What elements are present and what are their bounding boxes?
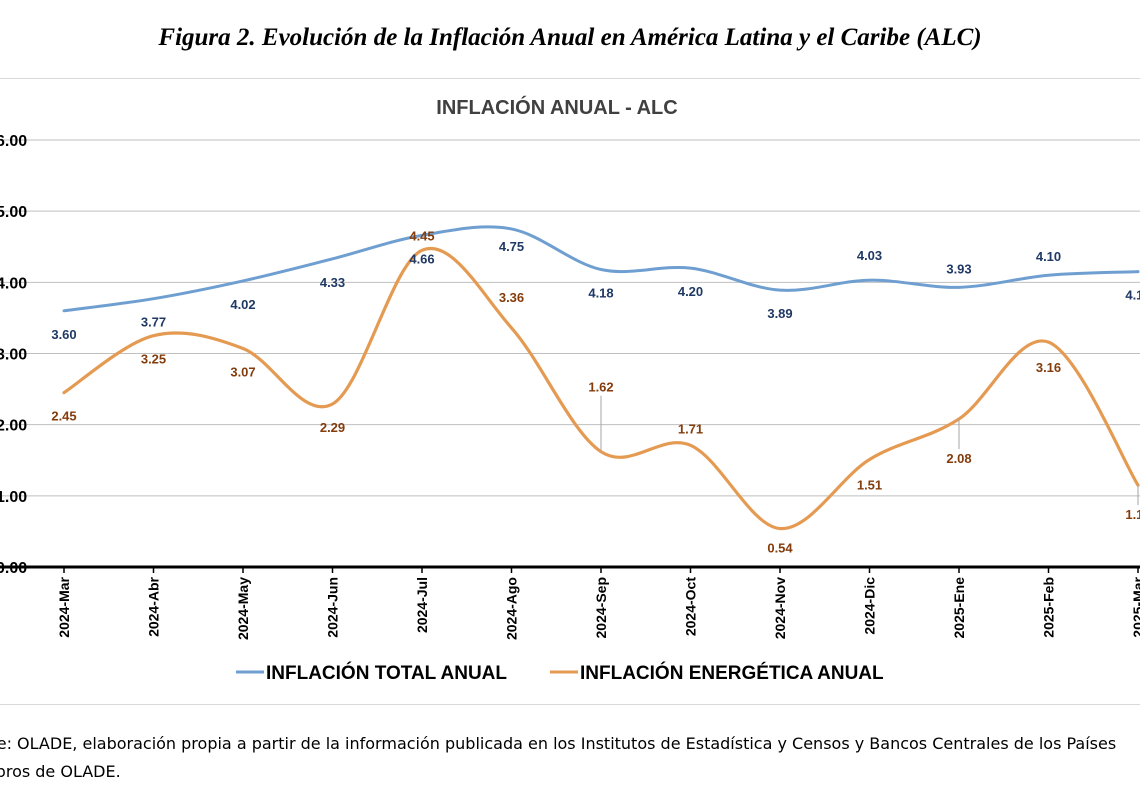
data-label-total: 4.03 (857, 248, 882, 263)
data-label-energy: 2.45 (51, 409, 76, 424)
x-tick-label: 2024-Sep (593, 577, 609, 638)
data-label-energy: 1.15 (1125, 507, 1140, 522)
x-tick-label: 2025-Ene (951, 577, 967, 639)
data-label-energy: 3.07 (230, 365, 255, 380)
data-label-total: 4.33 (320, 275, 345, 290)
data-label-energy: 1.71 (678, 421, 703, 436)
x-tick-label: 2024-Nov (772, 577, 788, 639)
data-label-energy: 1.62 (588, 380, 613, 395)
data-label-total: 3.89 (767, 306, 792, 321)
data-label-energy: 4.45 (409, 228, 434, 243)
data-label-total: 4.10 (1036, 249, 1061, 264)
gridlines (0, 139, 1140, 497)
series-line-total (62, 225, 1140, 313)
x-tick-label: 2024-Jul (414, 577, 430, 633)
data-label-energy: 3.16 (1036, 360, 1061, 375)
x-tick-label: 2024-Ago (504, 577, 520, 640)
x-tick-label: 2024-Abr (146, 576, 162, 636)
data-label-energy: 3.25 (141, 352, 166, 367)
data-label-total: 3.77 (141, 315, 166, 330)
x-tick-label: 2024-Jun (325, 577, 341, 638)
data-label-total: 4.15 (1125, 288, 1140, 303)
legend: INFLACIÓN TOTAL ANUAL INFLACIÓN ENERGÉTIC… (236, 662, 884, 684)
data-label-total: 4.75 (499, 239, 524, 254)
data-label-total: 4.02 (230, 297, 255, 312)
x-tick-label: 2024-Mar (56, 576, 72, 637)
x-tick-label: 2025-Mar (1130, 576, 1140, 637)
data-label-total: 3.93 (946, 261, 971, 276)
data-label-total: 3.60 (51, 327, 76, 342)
data-label-total: 4.20 (678, 284, 703, 299)
x-tick-label: 2024-May (235, 577, 251, 640)
y-tick-label: 4.00 (0, 275, 27, 292)
data-label-energy: 2.08 (946, 451, 971, 466)
x-axis: 2024-Mar 2024-Abr 2024-May 2024-Jun 2024-Jul… (0, 565, 1140, 640)
y-tick-label: 3.00 (0, 347, 27, 364)
data-label-energy: 0.54 (767, 541, 793, 556)
source-line-1: Fuente: OLADE, elaboración propia a part… (0, 734, 1117, 753)
y-tick-label: 2.00 (0, 418, 27, 435)
chart-frame: INFLACIÓN ANUAL - ALC 0.001.002.003.004.… (0, 78, 1140, 705)
data-label-energy: 1.51 (857, 478, 882, 493)
y-tick-label: 5.00 (0, 204, 27, 221)
x-tick-label: 2025-Feb (1041, 577, 1057, 638)
y-tick-label: 1.00 (0, 489, 27, 506)
x-tick-label: 2024-Dic (862, 577, 878, 635)
source-note: Fuente: OLADE, elaboración propia a part… (0, 730, 1140, 786)
data-label-total: 4.18 (588, 286, 613, 301)
legend-entry: INFLACIÓN ENERGÉTICA ANUAL (580, 662, 884, 684)
figure-caption: Figura 2. Evolución de la Inflación Anua… (158, 24, 982, 51)
series-lines (62, 225, 1140, 531)
line-chart: INFLACIÓN ANUAL - ALC 0.001.002.003.004.… (0, 95, 1140, 684)
y-tick-label: 6.00 (0, 133, 27, 150)
data-labels: 3.60 3.77 4.02 4.33 4.66 4.75 4.18 4.20 3.89 4.03… (51, 228, 1140, 555)
data-label-energy: 2.29 (320, 420, 345, 435)
data-label-total: 4.66 (409, 251, 434, 266)
y-axis-ticks: 0.001.002.003.004.005.006.00 (0, 133, 27, 577)
legend-entry: INFLACIÓN TOTAL ANUAL (266, 662, 507, 684)
x-tick-label: 2024-Oct (683, 577, 699, 636)
chart-title: INFLACIÓN ANUAL - ALC (436, 95, 677, 119)
data-label-energy: 3.36 (499, 290, 524, 305)
source-line-2: Miembros de OLADE. (0, 762, 121, 781)
